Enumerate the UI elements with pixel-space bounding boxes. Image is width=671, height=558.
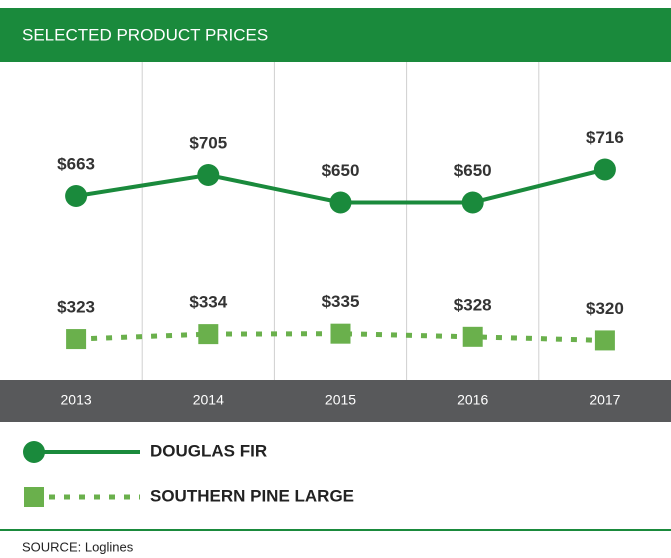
- marker: [65, 185, 88, 207]
- series-line: [76, 331, 605, 343]
- marker: [330, 323, 351, 344]
- legend-label: SOUTHERN PINE LARGE: [150, 486, 354, 505]
- data-label: $716: [586, 128, 624, 147]
- marker: [594, 330, 615, 351]
- data-label: $705: [189, 133, 227, 152]
- data-label: $650: [454, 161, 492, 180]
- x-tick-label: 2015: [325, 392, 356, 408]
- header-bar: [0, 8, 671, 62]
- source: SOURCE: Loglines: [22, 539, 134, 554]
- chart-title: SELECTED PRODUCT PRICES: [22, 25, 268, 44]
- data-label: $650: [322, 161, 360, 180]
- marker: [593, 158, 616, 181]
- data-label: $334: [189, 293, 227, 312]
- marker: [197, 164, 220, 186]
- data-label: $663: [57, 154, 95, 173]
- marker: [461, 191, 484, 214]
- marker: [329, 191, 352, 214]
- legend-marker: [23, 441, 45, 463]
- x-tick-label: 2017: [589, 392, 620, 408]
- data-label: $323: [57, 298, 95, 317]
- marker: [198, 324, 219, 345]
- data-label: $328: [454, 295, 492, 314]
- data-label: $335: [322, 292, 360, 311]
- legend-marker: [24, 487, 44, 507]
- category-band: [0, 380, 671, 422]
- x-tick-label: 2014: [193, 392, 224, 408]
- marker: [462, 326, 483, 347]
- x-tick-label: 2016: [457, 392, 488, 408]
- data-label: $320: [586, 299, 624, 318]
- x-tick-label: 2013: [61, 392, 92, 408]
- legend-label: DOUGLAS FIR: [150, 441, 267, 460]
- marker: [66, 329, 87, 350]
